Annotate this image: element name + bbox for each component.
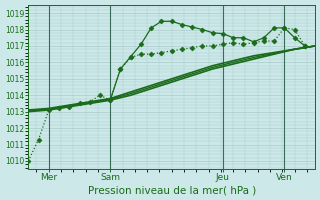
X-axis label: Pression niveau de la mer( hPa ): Pression niveau de la mer( hPa )	[88, 185, 256, 195]
